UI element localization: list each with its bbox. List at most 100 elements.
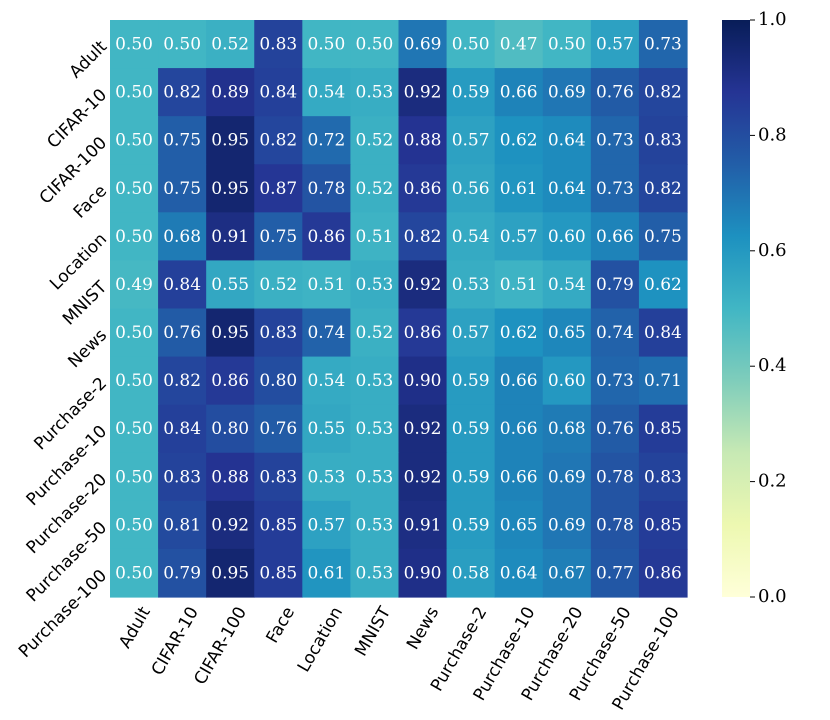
heatmap-cell bbox=[158, 356, 207, 406]
heatmap-cell bbox=[254, 212, 303, 262]
heatmap-cell bbox=[446, 356, 496, 406]
cell-value-label: 0.78 bbox=[596, 515, 634, 535]
cell-value-label: 0.76 bbox=[596, 83, 634, 103]
heatmap-cell bbox=[446, 500, 496, 550]
cell-value-label: 0.95 bbox=[211, 179, 249, 199]
row-label: Face bbox=[70, 181, 111, 222]
heatmap-cell bbox=[350, 116, 400, 165]
heatmap-cell bbox=[398, 548, 448, 598]
cell-value-label: 0.79 bbox=[163, 563, 201, 583]
cell-value-label: 0.64 bbox=[500, 563, 538, 583]
heatmap-cell bbox=[494, 404, 544, 454]
cell-value-label: 0.66 bbox=[500, 83, 538, 103]
heatmap-cell bbox=[398, 260, 448, 310]
heatmap-cell bbox=[302, 260, 352, 310]
cell-value-label: 0.54 bbox=[307, 371, 345, 391]
heatmap-cell bbox=[302, 500, 352, 550]
cell-value-label: 0.82 bbox=[259, 131, 297, 151]
cell-value-label: 0.57 bbox=[452, 323, 490, 343]
heatmap-cell bbox=[542, 20, 592, 69]
cell-value-label: 0.83 bbox=[259, 467, 297, 487]
cell-value-label: 0.57 bbox=[596, 35, 634, 55]
colorbar-gradient bbox=[722, 20, 750, 597]
cell-value-label: 0.73 bbox=[596, 131, 634, 151]
cell-value-label: 0.92 bbox=[404, 419, 442, 439]
heatmap-cell bbox=[494, 164, 544, 213]
heatmap-cell bbox=[110, 20, 159, 69]
cell-value-label: 0.59 bbox=[452, 467, 490, 487]
heatmap-cell bbox=[446, 164, 496, 213]
heatmap-cell bbox=[398, 164, 448, 213]
heatmap-cell bbox=[254, 164, 303, 213]
cell-value-label: 0.50 bbox=[163, 35, 201, 55]
heatmap-cell bbox=[302, 212, 352, 262]
heatmap-cell bbox=[446, 212, 496, 262]
heatmap-cell bbox=[206, 68, 255, 117]
heatmap-cell bbox=[542, 212, 592, 262]
cell-value-label: 0.82 bbox=[644, 83, 682, 103]
cell-value-label: 0.92 bbox=[404, 467, 442, 487]
cell-value-label: 0.49 bbox=[115, 275, 153, 295]
cell-value-label: 0.50 bbox=[452, 35, 490, 55]
row-labels: AdultCIFAR-10CIFAR-100FaceLocationMNISTN… bbox=[15, 37, 111, 662]
cell-value-label: 0.66 bbox=[500, 371, 538, 391]
cell-value-label: 0.72 bbox=[307, 131, 345, 151]
cell-value-label: 0.85 bbox=[259, 563, 297, 583]
heatmap-cell bbox=[398, 308, 448, 358]
cell-value-label: 0.83 bbox=[163, 467, 201, 487]
cell-value-label: 0.50 bbox=[115, 419, 153, 439]
cell-value-label: 0.87 bbox=[259, 179, 297, 199]
cell-value-label: 0.50 bbox=[115, 35, 153, 55]
cell-value-label: 0.68 bbox=[163, 227, 201, 247]
heatmap-cell bbox=[638, 452, 688, 502]
heatmap-cell bbox=[446, 68, 496, 117]
column-label: CIFAR-10 bbox=[148, 604, 203, 679]
heatmap-cell bbox=[350, 404, 400, 454]
cell-value-label: 0.75 bbox=[163, 131, 201, 151]
heatmap-cell bbox=[110, 260, 159, 310]
cell-value-label: 0.86 bbox=[644, 563, 682, 583]
heatmap-cell bbox=[158, 116, 207, 165]
heatmap-cell bbox=[158, 404, 207, 454]
cell-value-label: 0.59 bbox=[452, 515, 490, 535]
heatmap-cell bbox=[494, 68, 544, 117]
heatmap-cell bbox=[302, 164, 352, 213]
heatmap-cell bbox=[110, 404, 159, 454]
cell-value-label: 0.62 bbox=[500, 131, 538, 151]
heatmap-cell bbox=[446, 260, 496, 310]
cell-value-label: 0.59 bbox=[452, 419, 490, 439]
heatmap-cell bbox=[254, 260, 303, 310]
cell-value-label: 0.55 bbox=[211, 275, 249, 295]
cell-value-label: 0.64 bbox=[548, 131, 586, 151]
heatmap-cell bbox=[494, 20, 544, 69]
heatmap-cell bbox=[638, 260, 688, 310]
heatmap-cell bbox=[110, 68, 159, 117]
cell-value-label: 0.92 bbox=[404, 83, 442, 103]
cell-value-label: 0.95 bbox=[211, 563, 249, 583]
heatmap-cell bbox=[638, 356, 688, 406]
cell-value-label: 0.82 bbox=[644, 179, 682, 199]
cell-value-label: 0.56 bbox=[452, 179, 490, 199]
cell-value-label: 0.51 bbox=[356, 227, 394, 247]
cell-value-label: 0.74 bbox=[596, 323, 634, 343]
row-label: News bbox=[64, 325, 111, 372]
heatmap-cell bbox=[446, 20, 496, 69]
heatmap-cell bbox=[398, 212, 448, 262]
heatmap-cell bbox=[398, 20, 448, 69]
heatmap-cell bbox=[206, 164, 255, 213]
heatmap-cell bbox=[110, 308, 159, 358]
cell-value-label: 0.53 bbox=[356, 419, 394, 439]
cell-value-label: 0.84 bbox=[644, 323, 682, 343]
cell-value-label: 0.57 bbox=[500, 227, 538, 247]
cell-value-label: 0.51 bbox=[500, 275, 538, 295]
cell-value-label: 0.65 bbox=[500, 515, 538, 535]
heatmap-cell bbox=[590, 116, 640, 165]
heatmap-cell bbox=[302, 548, 352, 598]
cell-value-label: 0.84 bbox=[259, 83, 297, 103]
cell-value-label: 0.73 bbox=[596, 371, 634, 391]
heatmap-cell bbox=[206, 356, 255, 406]
cell-value-label: 0.86 bbox=[211, 371, 249, 391]
cell-value-label: 0.62 bbox=[500, 323, 538, 343]
cell-value-label: 0.61 bbox=[500, 179, 538, 199]
